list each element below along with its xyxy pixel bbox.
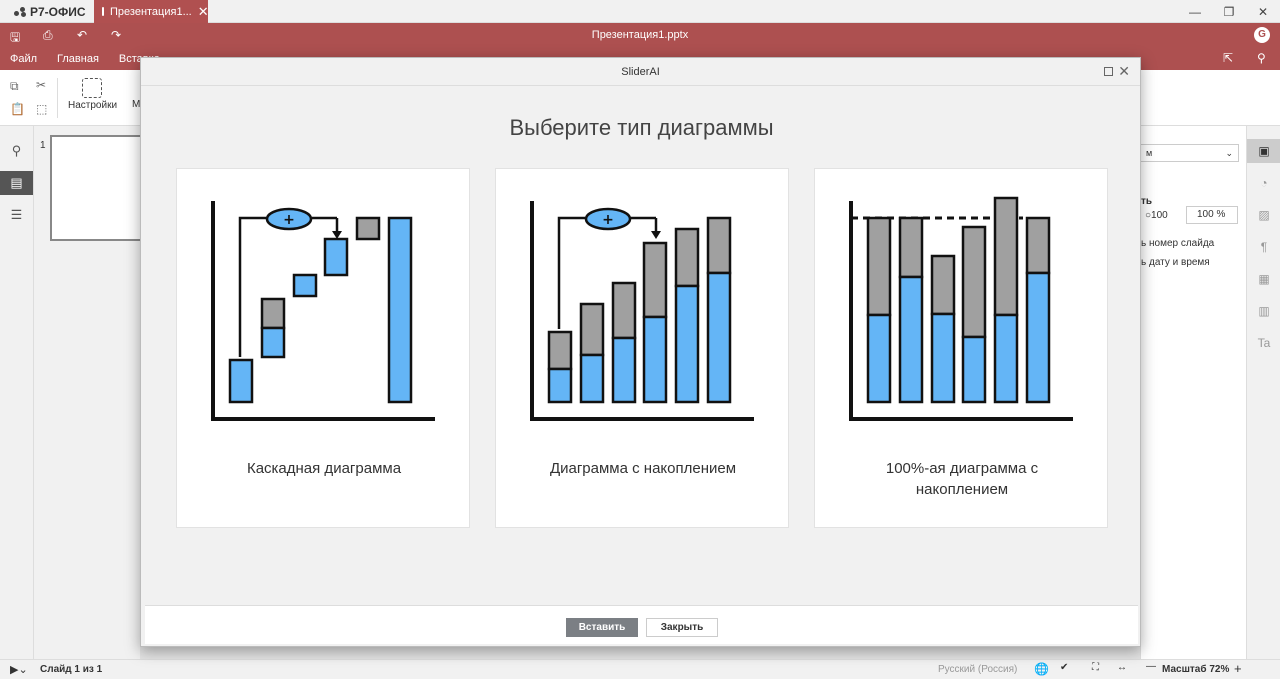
- dialog-footer: Вставить Закрыть: [145, 605, 1138, 644]
- document-tab-title: Презентация1...: [110, 5, 192, 18]
- radio-100-label: 100: [1151, 210, 1168, 221]
- radio-100[interactable]: ○100: [1145, 210, 1168, 221]
- insert-button[interactable]: Вставить: [566, 618, 638, 637]
- menu-item-file[interactable]: Файл: [10, 53, 38, 65]
- zoom-label: Масштаб 72%: [1162, 664, 1230, 675]
- chart-type-card-percent-stacked[interactable]: 100%-ая диаграмма с накоплением: [814, 168, 1108, 528]
- search-icon[interactable]: ⚲: [1257, 51, 1266, 65]
- undo-icon[interactable]: ↶: [77, 28, 88, 42]
- comments-panel-button[interactable]: ☰: [10, 207, 23, 222]
- slide-info: Слайд 1 из 1: [40, 664, 103, 675]
- fit-width-icon[interactable]: ↔: [1117, 662, 1127, 673]
- stacked-chart-icon: +: [530, 201, 754, 421]
- copy-icon[interactable]: ⧉: [10, 79, 19, 93]
- close-button[interactable]: Закрыть: [646, 618, 718, 637]
- play-slideshow-icon[interactable]: ▶⌄: [10, 664, 28, 676]
- status-bar: ▶⌄ Слайд 1 из 1 Русский (Россия) 🌐 ✔ ⛶ ↔…: [0, 659, 1280, 679]
- slide-number: 1: [40, 140, 46, 151]
- zoom-out-icon[interactable]: —: [1146, 661, 1156, 672]
- logo-icon: [14, 7, 26, 17]
- document-tab[interactable]: Презентация1... ✕: [94, 0, 209, 23]
- save-icon[interactable]: 🖫: [10, 30, 21, 44]
- percent-stacked-chart-icon: [849, 196, 1073, 421]
- text-art-settings-icon[interactable]: Ta: [1257, 336, 1271, 350]
- toolbar-divider: [57, 78, 58, 118]
- plugin-icon: [82, 78, 102, 98]
- scale-spinner[interactable]: 100 %: [1186, 206, 1238, 224]
- slide-thumbnails: 1: [34, 126, 145, 659]
- left-sidebar: ⚲ ▤ ☰: [0, 126, 34, 659]
- select-all-icon[interactable]: ⬚: [36, 102, 48, 116]
- print-icon[interactable]: ⎙: [43, 28, 53, 42]
- card-label-stacked: Диаграмма с накоплением: [549, 460, 737, 477]
- chart-type-card-waterfall[interactable]: + Каскадная диаграмма: [176, 168, 470, 528]
- layout-select[interactable]: м ⌄: [1133, 144, 1239, 162]
- close-window-button[interactable]: ✕: [1257, 4, 1269, 19]
- chart-settings-icon[interactable]: ▥: [1258, 304, 1270, 318]
- menu-item-home[interactable]: Главная: [57, 53, 99, 65]
- slide-number-option[interactable]: ь номер слайда: [1141, 238, 1215, 249]
- document-icon: [102, 7, 104, 16]
- zoom-in-icon[interactable]: +: [1234, 661, 1242, 676]
- dialog-heading: Выберите тип диаграммы: [509, 115, 774, 140]
- app-logo: Р7-ОФИС: [14, 5, 86, 19]
- settings-label: Настройки: [68, 100, 118, 111]
- restore-button[interactable]: ❐: [1223, 4, 1235, 19]
- waterfall-chart-icon: +: [211, 201, 435, 421]
- slide-settings-icon[interactable]: ▣: [1247, 139, 1280, 163]
- maximize-icon[interactable]: [1104, 67, 1113, 76]
- layout-select-value: м: [1146, 148, 1153, 158]
- slider-ai-dialog: SliderAI ✕ Выберите тип диаграммы +: [140, 57, 1141, 647]
- fit-slide-icon[interactable]: ⛶: [1092, 662, 1099, 673]
- toolbar-truncated-label: М: [132, 99, 141, 110]
- language-label[interactable]: Русский (Россия): [938, 664, 1018, 675]
- redo-icon[interactable]: ↷: [111, 28, 122, 42]
- chevron-down-icon: ⌄: [1225, 148, 1233, 158]
- section-label: ть: [1141, 196, 1153, 207]
- dialog-body: Выберите тип диаграммы + Каскадная диагр…: [145, 87, 1138, 605]
- svg-text:+: +: [602, 212, 614, 228]
- slides-panel-button[interactable]: ▤: [0, 171, 33, 195]
- right-settings-panel: м ⌄ ть ○100 100 % ь номер слайда ь дату и…: [1133, 126, 1246, 659]
- title-bar: Р7-ОФИС Презентация1... ✕ — ❐ ✕: [0, 0, 1280, 23]
- shape-settings-icon[interactable]: ◔: [1260, 176, 1268, 190]
- paragraph-settings-icon[interactable]: ¶: [1260, 240, 1268, 254]
- settings-button[interactable]: Настройки: [68, 78, 118, 111]
- search-panel-button[interactable]: ⚲: [11, 143, 22, 158]
- open-location-icon[interactable]: ⇱: [1223, 51, 1234, 65]
- right-sidebar: ▣ ◔ ▨ ¶ ▦ ▥ Ta: [1246, 126, 1280, 659]
- user-avatar[interactable]: G: [1254, 27, 1270, 43]
- cut-icon[interactable]: ✂: [36, 78, 47, 92]
- slide-thumbnail[interactable]: [50, 135, 145, 241]
- minimize-button[interactable]: —: [1189, 4, 1201, 19]
- datetime-option[interactable]: ь дату и время: [1141, 257, 1210, 268]
- card-label-waterfall: Каскадная диаграмма: [246, 460, 402, 477]
- globe-icon[interactable]: 🌐: [1034, 662, 1049, 676]
- table-settings-icon[interactable]: ▦: [1258, 272, 1270, 286]
- dialog-header: SliderAI ✕: [141, 58, 1140, 86]
- close-tab-icon[interactable]: ✕: [197, 3, 209, 19]
- dialog-title: SliderAI: [621, 66, 660, 78]
- spellcheck-icon[interactable]: ✔: [1060, 662, 1069, 673]
- file-title: Презентация1.pptx: [591, 29, 689, 41]
- close-icon[interactable]: ✕: [1118, 63, 1130, 79]
- svg-text:+: +: [283, 212, 295, 228]
- image-settings-icon[interactable]: ▨: [1258, 208, 1270, 222]
- chart-type-card-stacked[interactable]: + Диаграмма с накоплением: [495, 168, 789, 528]
- card-label-percent-stacked: 100%-ая диаграмма с накоплением: [885, 460, 1039, 498]
- paste-icon[interactable]: 📋: [10, 102, 25, 116]
- logo-text: Р7-ОФИС: [30, 5, 86, 19]
- scale-spinner-value: 100 %: [1197, 209, 1226, 220]
